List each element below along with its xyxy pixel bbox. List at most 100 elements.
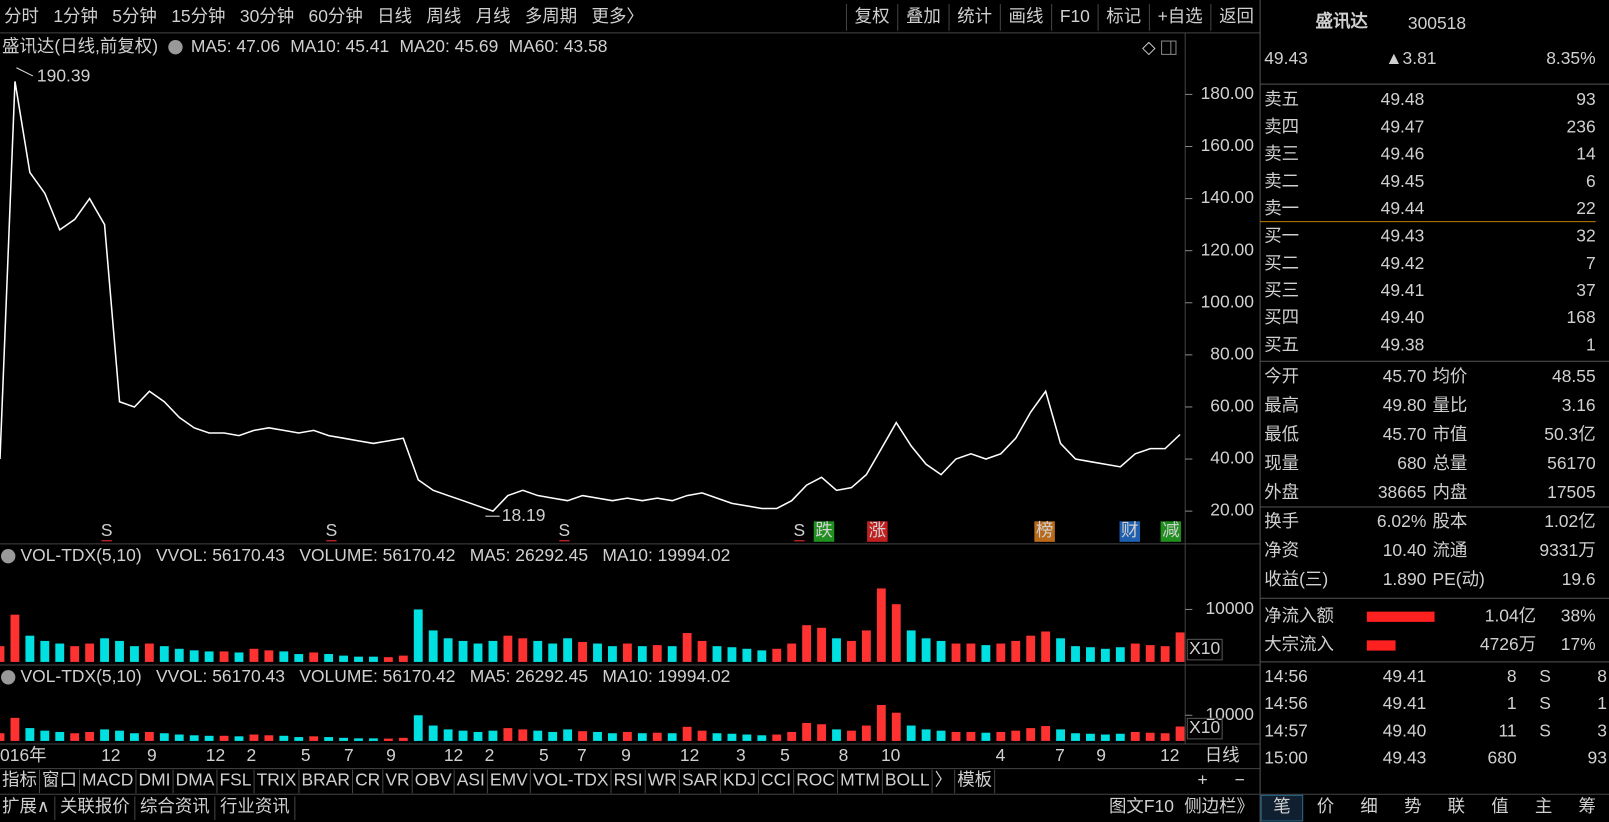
period-tab[interactable]: 60分钟 <box>309 6 363 26</box>
scale-label: X10 <box>1189 638 1220 658</box>
event-badge[interactable] <box>1160 521 1182 542</box>
status-link[interactable]: 关联报价 <box>60 796 130 816</box>
event-marker[interactable]: 涨 <box>869 520 886 540</box>
indicator-tab[interactable]: VR <box>385 770 409 790</box>
event-badge[interactable] <box>1034 521 1055 542</box>
order-label: 卖一 <box>1264 198 1299 218</box>
action-button[interactable]: 叠加 <box>906 6 941 26</box>
side-tab[interactable]: 值 <box>1491 796 1508 816</box>
period-tab[interactable]: 周线 <box>426 6 461 26</box>
period-tab[interactable]: 5分钟 <box>112 6 157 26</box>
indicator-tab[interactable]: MACD <box>82 770 133 790</box>
zoom-in[interactable]: + <box>1198 770 1208 790</box>
event-marker[interactable]: 榜 <box>1036 520 1053 540</box>
indicator-tab[interactable]: 模板 <box>957 770 992 790</box>
event-marker[interactable]: 减 <box>1162 520 1179 540</box>
indicator-tab[interactable]: WR <box>648 770 677 790</box>
status-link[interactable]: 扩展∧ <box>2 796 50 816</box>
volume-bar <box>981 645 991 662</box>
event-marker[interactable]: 跌 <box>815 520 832 540</box>
period-tab[interactable]: 多周期 <box>525 6 577 26</box>
period-tab[interactable]: 分时 <box>4 6 39 26</box>
indicator-tab[interactable]: ASI <box>457 770 485 790</box>
indicator-tab[interactable]: RSI <box>614 770 643 790</box>
volume-bar <box>339 655 348 662</box>
event-badge[interactable] <box>813 521 835 542</box>
indicator-tab[interactable]: EMV <box>490 770 528 790</box>
indicator-tab[interactable]: 指标 <box>2 770 37 790</box>
status-link[interactable]: 综合资讯 <box>140 796 210 816</box>
period-tab[interactable]: 30分钟 <box>240 6 294 26</box>
event-badge[interactable] <box>1119 521 1141 542</box>
indicator-tab[interactable]: MTM <box>840 770 880 790</box>
event-marker[interactable]: S <box>794 520 806 540</box>
event-marker[interactable]: S <box>101 520 113 540</box>
volume-bar <box>1160 646 1170 662</box>
volume-bar <box>951 643 961 662</box>
volume-bar <box>966 731 976 741</box>
side-tab[interactable]: 筹 <box>1578 796 1595 816</box>
action-button[interactable]: +自选 <box>1158 6 1203 26</box>
volume-bar <box>1115 733 1125 741</box>
status-link[interactable]: 行业资讯 <box>220 796 290 816</box>
indicator-tab[interactable]: OBV <box>415 770 452 790</box>
event-badge[interactable] <box>867 521 888 542</box>
event-marker[interactable]: 财 <box>1121 520 1138 540</box>
panel-icon[interactable] <box>1 670 16 685</box>
volume-bar <box>115 640 124 662</box>
indicator-tab[interactable]: 窗口 <box>42 770 77 790</box>
indicator-tab[interactable]: SAR <box>682 770 718 790</box>
volume-bar <box>921 638 931 662</box>
action-button[interactable]: 画线 <box>1009 6 1044 26</box>
period-tab[interactable]: 月线 <box>476 6 511 26</box>
indicator-tab[interactable]: 〉 <box>935 770 952 790</box>
panel-icon[interactable] <box>1161 40 1177 55</box>
side-tab[interactable]: 细 <box>1360 796 1377 816</box>
action-button[interactable]: F10 <box>1060 6 1090 26</box>
indicator-tab[interactable]: FSL <box>220 770 252 790</box>
period-tab[interactable]: 更多〉 <box>592 6 644 26</box>
stat-label: 总量 <box>1433 453 1468 473</box>
side-tab[interactable]: 笔 <box>1273 796 1290 816</box>
indicator-tab[interactable]: ROC <box>796 770 835 790</box>
event-marker[interactable]: S <box>559 520 571 540</box>
volume-bar <box>25 728 35 741</box>
side-tab[interactable]: 联 <box>1448 796 1465 816</box>
volume-bar <box>369 656 378 662</box>
indicator-tab[interactable]: BRAR <box>301 770 349 790</box>
volume-bar <box>832 729 841 741</box>
indicator-tab[interactable]: VOL-TDX <box>533 770 609 790</box>
side-tab[interactable]: 价 <box>1317 796 1334 816</box>
event-marker[interactable]: S <box>326 520 338 540</box>
period-tab[interactable]: 1分钟 <box>53 6 98 26</box>
volume-bar <box>951 731 961 741</box>
volume-bar <box>249 648 259 662</box>
volume-bar <box>219 651 229 662</box>
indicator-tab[interactable]: DMA <box>176 770 215 790</box>
indicator-tab[interactable]: BOLL <box>885 770 930 790</box>
action-button[interactable]: 统计 <box>957 6 992 26</box>
side-tab[interactable]: 势 <box>1404 796 1421 816</box>
period-tab[interactable]: 15分钟 <box>171 6 225 26</box>
period-label[interactable]: 日线 <box>1205 745 1240 765</box>
action-button[interactable]: 标记 <box>1106 6 1141 26</box>
settings-icon[interactable] <box>168 40 183 55</box>
side-tab[interactable]: 主 <box>1535 796 1552 816</box>
indicator-tab[interactable]: CCI <box>761 770 791 790</box>
status-link[interactable]: 侧边栏》 <box>1184 796 1254 816</box>
diamond-icon[interactable]: ◇ <box>1142 37 1156 57</box>
volume-bar <box>10 717 20 741</box>
indicator-tab[interactable]: DMI <box>139 770 171 790</box>
indicator-tab[interactable]: KDJ <box>723 770 756 790</box>
volume-bar <box>1130 731 1140 741</box>
indicator-tab[interactable]: CR <box>355 770 380 790</box>
volume-bar <box>294 737 304 741</box>
action-button[interactable]: 返回 <box>1219 6 1254 26</box>
period-tab[interactable]: 日线 <box>377 6 412 26</box>
volume-bar <box>503 728 513 741</box>
action-button[interactable]: 复权 <box>855 6 890 26</box>
status-link[interactable]: 图文F10 <box>1109 796 1174 816</box>
indicator-tab[interactable]: TRIX <box>257 770 297 790</box>
zoom-out[interactable]: − <box>1234 770 1244 790</box>
panel-icon[interactable] <box>1 549 16 564</box>
